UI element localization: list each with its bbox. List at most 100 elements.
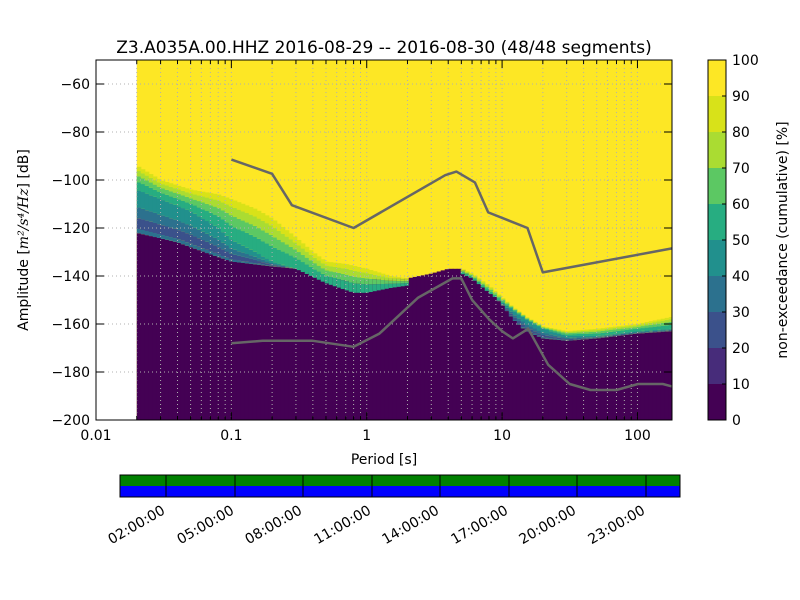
density-cell: [276, 267, 282, 420]
density-cell: [484, 288, 490, 291]
density-cell: [248, 249, 254, 256]
density-cell: [288, 233, 294, 240]
density-cell: [496, 296, 502, 299]
density-cell: [664, 330, 670, 331]
density-cell: [184, 202, 190, 210]
density-cell: [316, 256, 322, 261]
density-cell: [388, 280, 394, 284]
density-cell: [400, 281, 406, 284]
density-cell: [272, 237, 278, 248]
density-cell: [300, 270, 306, 420]
density-cell: [348, 280, 354, 420]
density-cell: [620, 325, 626, 328]
density-cell: [372, 271, 378, 275]
x-tick-label: 1: [362, 428, 371, 444]
density-cell: [636, 333, 642, 420]
density-cell: [312, 273, 318, 420]
density-cell: [516, 312, 522, 313]
density-cell: [468, 273, 474, 275]
density-cell: [584, 337, 590, 339]
density-cell: [364, 268, 370, 274]
density-cell: [624, 334, 630, 335]
density-cell: [632, 331, 638, 333]
density-cell: [572, 330, 578, 332]
density-cell: [144, 175, 150, 181]
density-cell: [208, 235, 214, 244]
density-cell: [292, 242, 298, 250]
density-cell: [256, 254, 262, 259]
colorbar-tick-label: 20: [732, 341, 750, 357]
density-cell: [604, 328, 610, 331]
density-cell: [612, 333, 618, 335]
density-cell: [196, 216, 202, 230]
density-cell: [172, 241, 178, 420]
density-cell: [352, 283, 358, 293]
density-cell: [172, 192, 178, 198]
density-cell: [288, 255, 294, 268]
density-cell: [292, 249, 298, 258]
density-cell: [268, 260, 274, 263]
colorbar-swatch: [708, 276, 726, 312]
density-cell: [660, 330, 666, 332]
density-cell: [160, 188, 166, 194]
density-cell: [220, 202, 226, 211]
density-cell: [576, 339, 582, 420]
density-cell: [664, 319, 670, 323]
density-cell: [160, 200, 166, 216]
density-cell: [624, 328, 630, 330]
density-cell: [644, 322, 650, 324]
density-cell: [580, 338, 586, 340]
y-tick-label: −200: [52, 413, 90, 429]
density-cell: [564, 339, 570, 341]
density-cell: [244, 257, 250, 262]
density-cell: [144, 185, 150, 194]
density-cell: [432, 272, 438, 420]
density-cell: [504, 302, 510, 304]
density-cell: [516, 323, 522, 325]
density-cell: [364, 273, 370, 279]
density-cell: [224, 235, 230, 246]
density-cell: [528, 320, 534, 322]
density-cell: [272, 264, 278, 266]
y-axis-label-units: m²/s⁴/Hz: [16, 188, 32, 249]
density-cell: [304, 246, 310, 252]
density-cell: [160, 193, 166, 201]
density-cell: [224, 245, 230, 252]
density-cell: [572, 340, 578, 420]
density-cell: [648, 331, 654, 332]
density-cell: [460, 272, 466, 275]
density-cell: [388, 278, 394, 420]
density-cell: [240, 256, 246, 262]
density-cell: [448, 268, 454, 420]
density-cell: [300, 254, 306, 263]
density-cell: [148, 211, 154, 222]
density-cell: [268, 245, 274, 261]
density-cell: [536, 336, 542, 420]
density-cell: [616, 326, 622, 328]
density-cell: [340, 268, 346, 274]
density-cell: [600, 335, 606, 337]
density-cell: [236, 262, 242, 420]
density-cell: [276, 230, 282, 240]
density-cell: [556, 340, 562, 420]
density-cell: [620, 334, 626, 336]
density-cell: [528, 321, 534, 322]
density-cell: [280, 226, 286, 234]
density-cell: [244, 222, 250, 233]
density-cell: [500, 300, 506, 302]
density-cell: [516, 320, 522, 324]
density-cell: [560, 340, 566, 420]
density-cell: [392, 278, 398, 420]
density-cell: [512, 317, 518, 321]
density-cell: [612, 334, 618, 336]
timeline-tick-label: 11:00:00: [312, 503, 374, 548]
density-cell: [172, 228, 178, 239]
density-cell: [476, 281, 482, 420]
density-cell: [656, 331, 662, 332]
density-cell: [480, 283, 486, 286]
density-cell: [204, 241, 210, 250]
density-cell: [264, 232, 270, 244]
density-cell: [192, 245, 198, 249]
density-cell: [300, 262, 306, 273]
density-cell: [664, 317, 670, 320]
